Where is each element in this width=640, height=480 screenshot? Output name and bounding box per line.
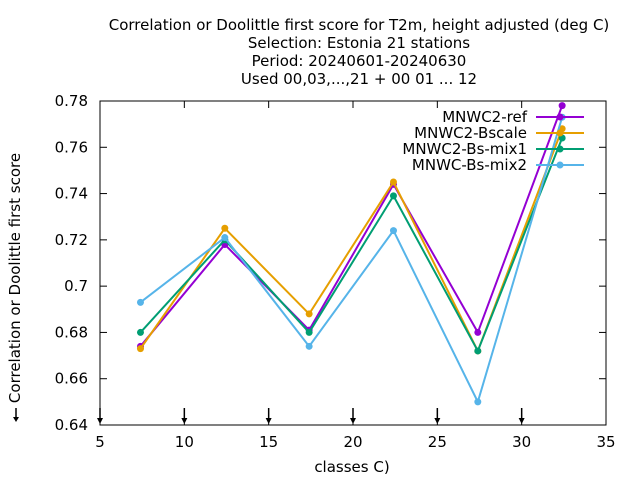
data-point	[558, 102, 566, 110]
down-arrow-head	[434, 418, 441, 424]
data-point	[305, 328, 313, 336]
x-tick-label: 10	[175, 433, 194, 451]
title-line: Selection: Estonia 21 stations	[248, 34, 470, 52]
legend-label: MNWC2-Bscale	[414, 124, 527, 142]
data-point	[136, 328, 144, 336]
data-point	[389, 178, 397, 186]
legend-swatch-marker	[556, 161, 564, 169]
data-point	[389, 227, 397, 235]
y-tick-label: 0.78	[55, 92, 88, 110]
data-point	[136, 298, 144, 306]
legend: MNWC2-refMNWC2-BscaleMNWC2-Bs-mix1MNWC-B…	[402, 108, 584, 174]
down-arrow-head	[265, 418, 272, 424]
title-line: Used 00,03,...,21 + 00 01 ... 12	[241, 70, 477, 88]
legend-swatch-marker	[556, 113, 564, 121]
chart-title: Correlation or Doolittle first score for…	[109, 16, 610, 88]
data-point	[389, 192, 397, 200]
legend-label: MNWC2-ref	[442, 108, 527, 126]
data-point	[221, 224, 229, 232]
title-line: Correlation or Doolittle first score for…	[109, 16, 610, 34]
legend-swatch-marker	[556, 129, 564, 137]
y-axis-title: Correlation or Doolittle first score	[6, 153, 24, 403]
data-point	[305, 342, 313, 350]
series-line-3	[139, 116, 564, 405]
data-point	[474, 398, 482, 406]
down-arrow-head	[181, 418, 188, 424]
x-tick-label: 20	[343, 433, 362, 451]
data-point	[474, 347, 482, 355]
extras	[13, 408, 525, 424]
axis-ticks: 5 10 15 20 25 30 35 0.64 0.66 0.68 0.7 0.72 0.74 0.76…	[6, 92, 616, 476]
x-axis-title: classes C)	[314, 458, 389, 476]
data-point	[136, 345, 144, 353]
legend-swatch-marker	[556, 145, 564, 153]
legend-label: MNWC-Bs-mix2	[412, 156, 527, 174]
legend-label: MNWC2-Bs-mix1	[402, 140, 527, 158]
down-arrow-head	[13, 417, 19, 422]
title-line: Period: 20240601-20240630	[252, 52, 467, 70]
data-point	[221, 234, 229, 242]
y-tick-label: 0.66	[55, 370, 88, 388]
x-tick-label: 30	[512, 433, 531, 451]
x-tick-label: 5	[95, 433, 105, 451]
y-tick-label: 0.7	[64, 277, 88, 295]
series-group	[136, 102, 566, 406]
down-arrow-head	[97, 418, 103, 424]
x-tick-label: 15	[259, 433, 278, 451]
data-point	[305, 310, 313, 318]
x-tick-label: 35	[596, 433, 615, 451]
down-arrow-head	[350, 418, 356, 424]
data-point	[474, 328, 482, 336]
series-line-0	[139, 105, 564, 347]
series-line-2	[139, 137, 564, 354]
x-tick-label: 25	[428, 433, 447, 451]
y-tick-label: 0.76	[55, 138, 88, 156]
y-tick-label: 0.68	[55, 323, 88, 341]
y-tick-label: 0.72	[55, 231, 88, 249]
y-tick-label: 0.64	[55, 416, 88, 434]
y-tick-label: 0.74	[55, 185, 88, 203]
down-arrow-head	[518, 418, 525, 424]
